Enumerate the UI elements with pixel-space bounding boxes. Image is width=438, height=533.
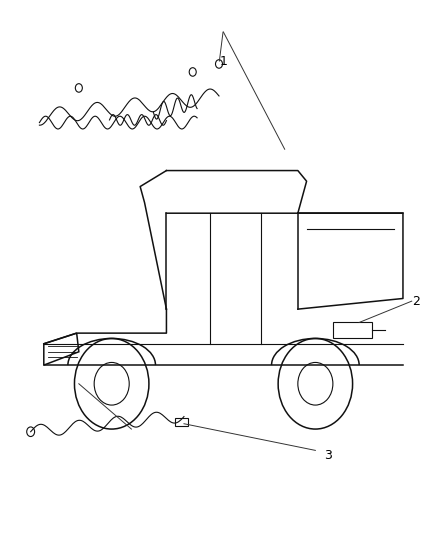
Text: 3: 3 <box>325 449 332 462</box>
Circle shape <box>189 68 196 76</box>
Text: 1: 1 <box>219 55 227 68</box>
Circle shape <box>27 427 35 437</box>
Circle shape <box>215 60 223 68</box>
Circle shape <box>75 84 82 92</box>
Text: 2: 2 <box>412 295 420 308</box>
